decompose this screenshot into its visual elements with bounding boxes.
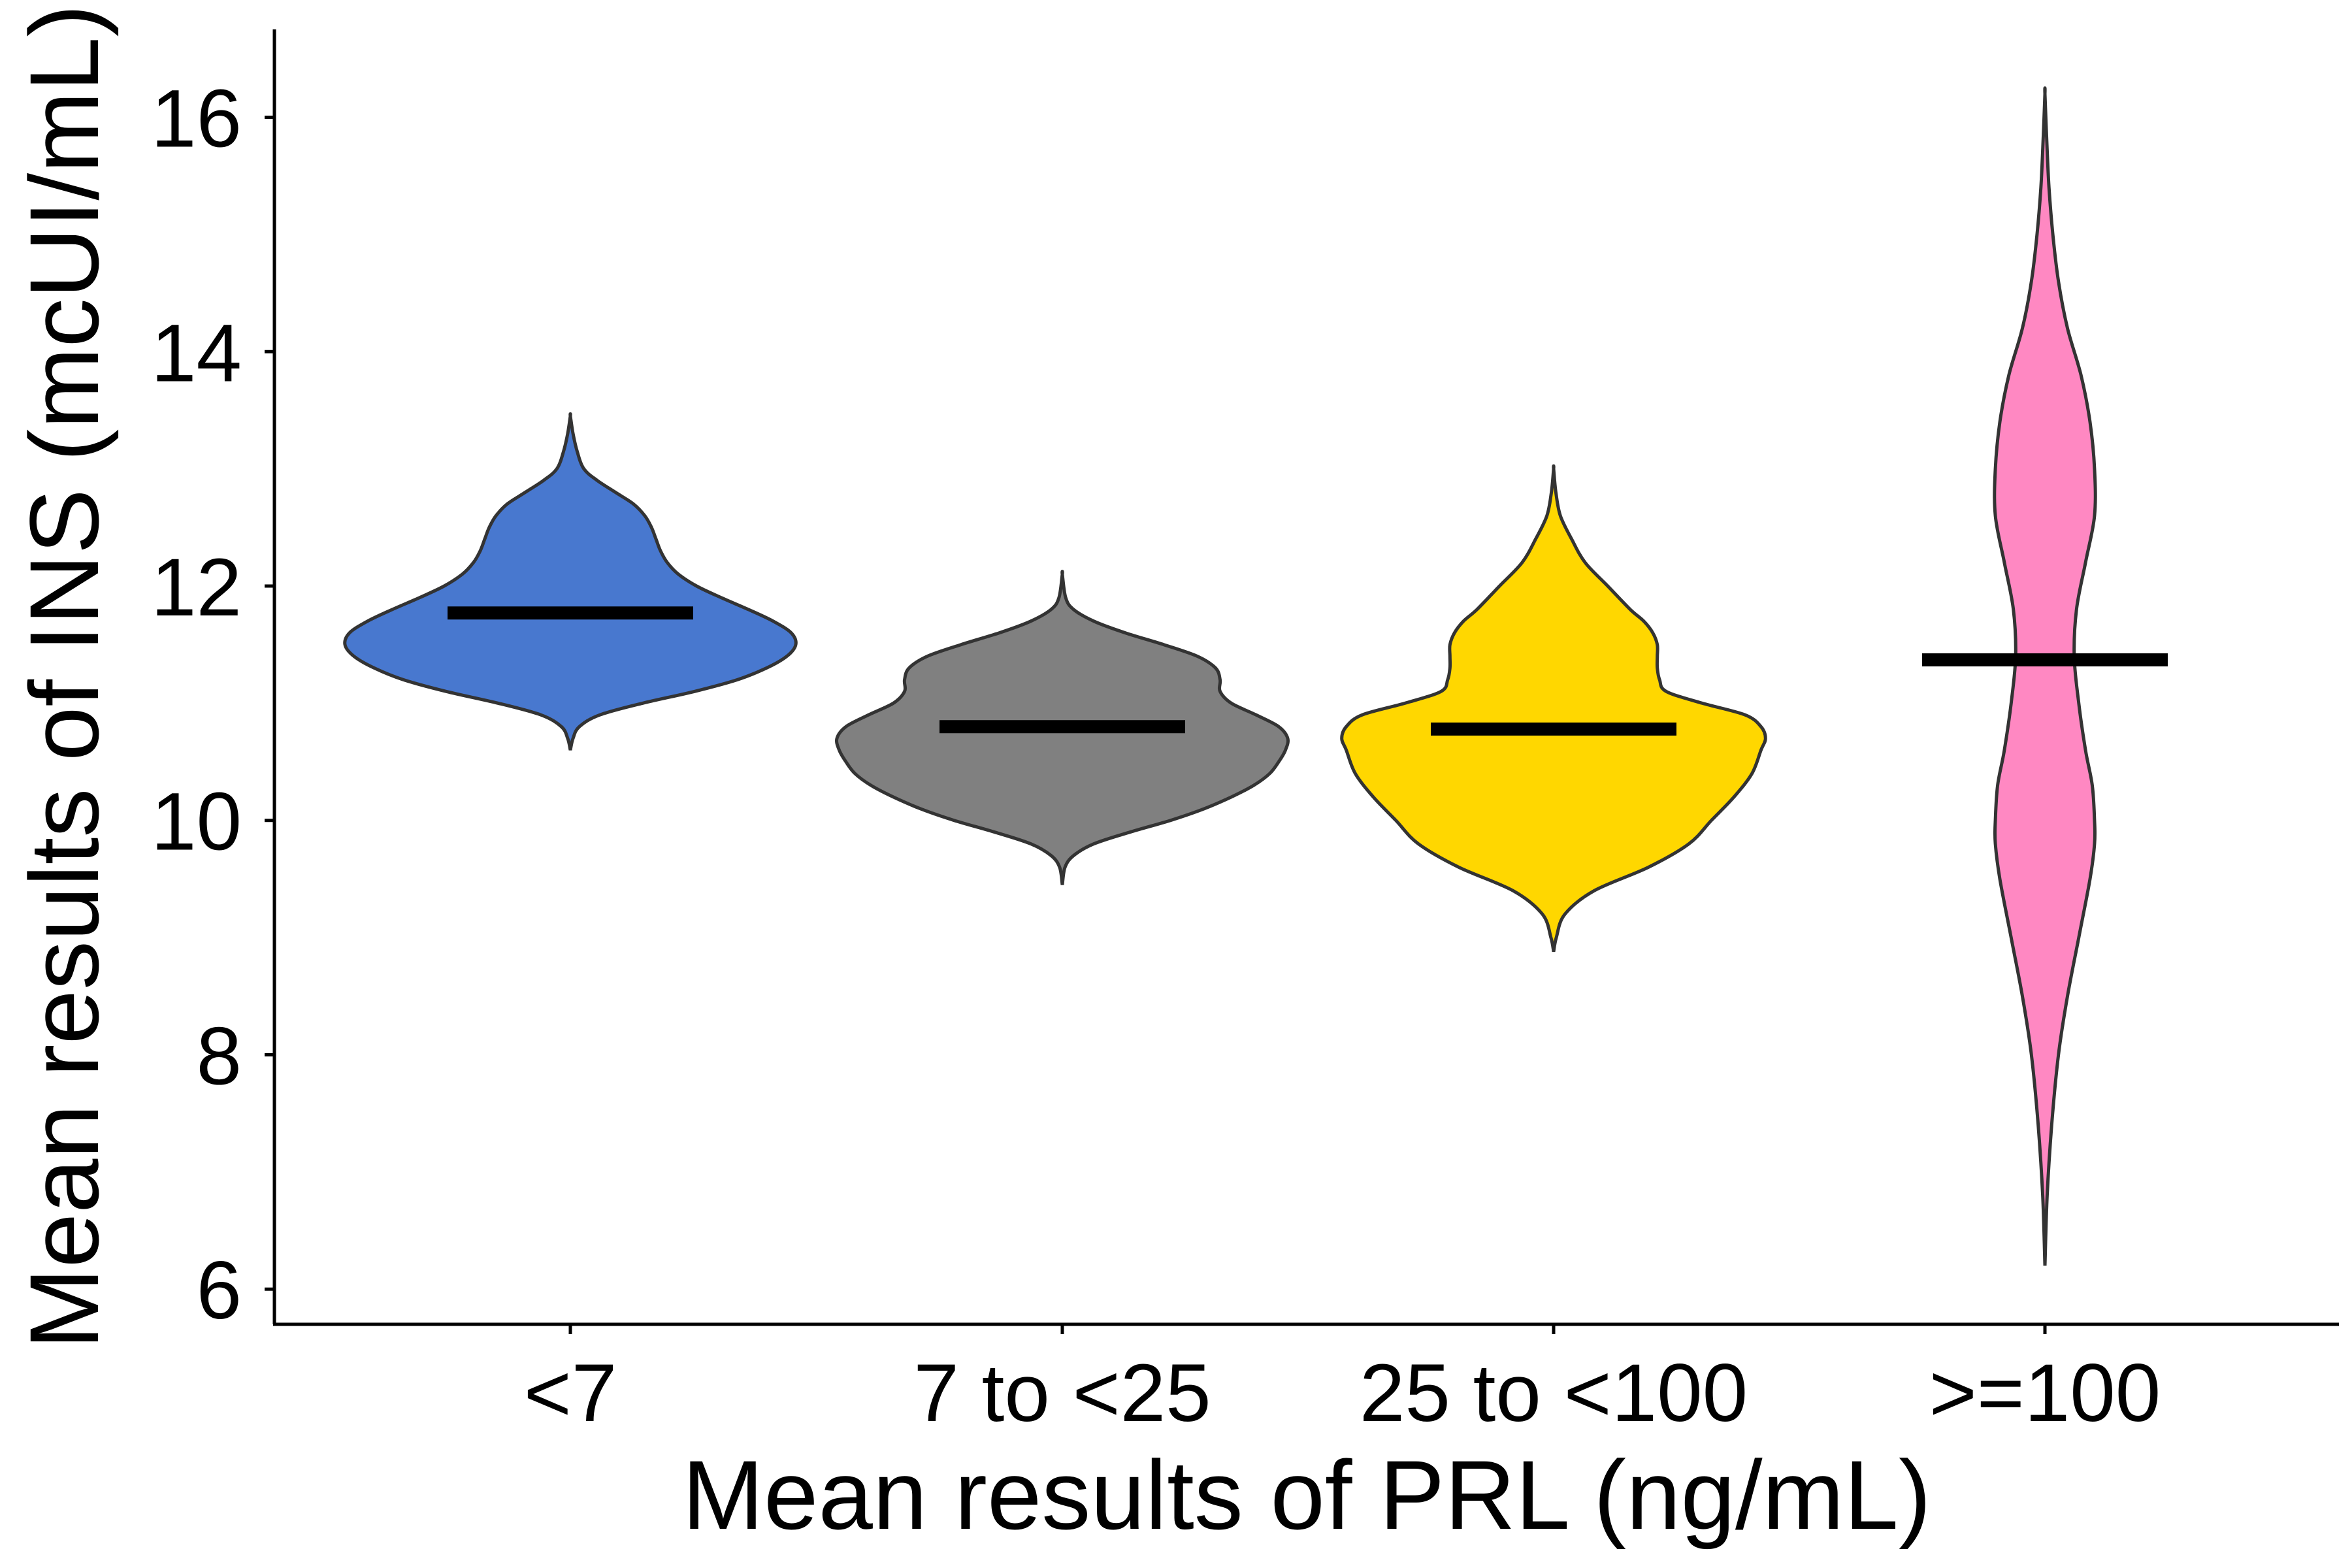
violin-1 [343, 412, 798, 751]
violin-3 [1340, 464, 1767, 953]
mean-lines-layer [448, 606, 2168, 736]
violins-layer [343, 86, 2097, 1266]
y-tick-label: 10 [151, 777, 242, 868]
y-tick-label: 16 [151, 74, 242, 165]
x-tick-label: 7 to <25 [913, 1348, 1211, 1439]
violin-4 [1993, 86, 2097, 1266]
x-axis-ticks: <7 7 to <25 25 to <100 >=100 [524, 1324, 2161, 1439]
x-tick-label: <7 [524, 1348, 617, 1439]
y-axis-ticks: 6 8 10 12 14 16 [151, 74, 274, 1336]
y-tick-label: 12 [151, 542, 242, 633]
x-axis-title: Mean results of PRL (ng/mL) [682, 1440, 1931, 1550]
y-tick-label: 8 [196, 1011, 242, 1102]
y-tick-label: 14 [151, 308, 242, 399]
y-tick-label: 6 [196, 1245, 242, 1336]
y-axis-title: Mean results of INS (mcUI/mL) [9, 5, 119, 1350]
x-tick-label: 25 to <100 [1360, 1348, 1748, 1439]
x-tick-label: >=100 [1929, 1348, 2161, 1439]
